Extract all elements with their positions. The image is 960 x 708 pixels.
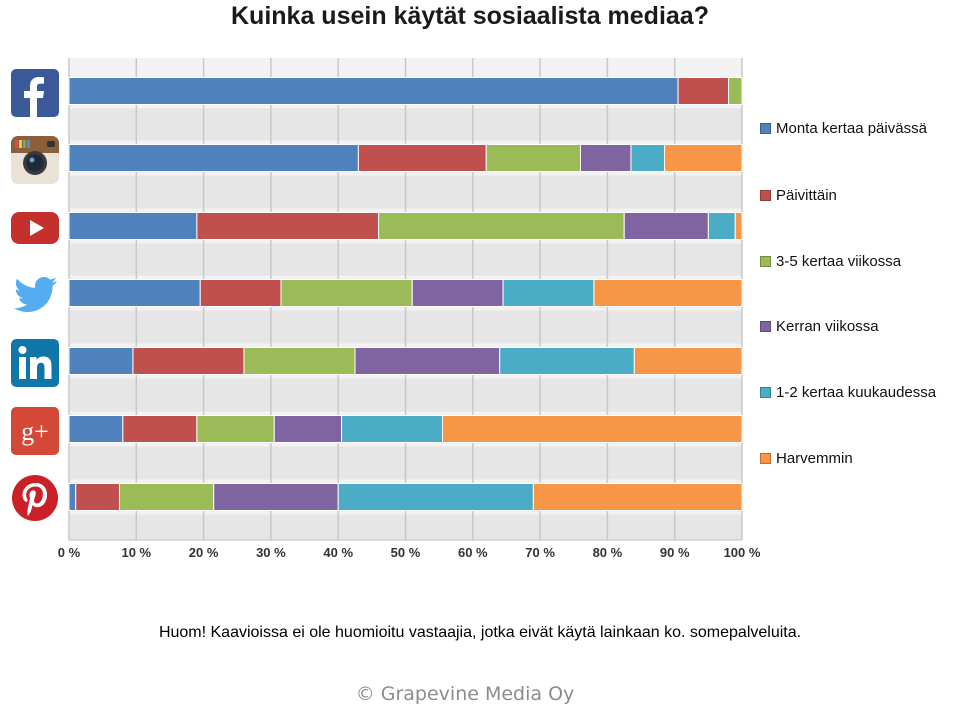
bar-segment [75, 483, 120, 511]
bars [68, 77, 743, 511]
bar-segment [354, 347, 501, 375]
legend-swatch [760, 122, 771, 134]
legend-label: Monta kertaa päivässä [776, 119, 927, 137]
facebook-icon [11, 69, 59, 117]
x-tick-label: 50 % [391, 545, 421, 560]
x-tick-label: 90 % [660, 545, 690, 560]
bar-segment [707, 212, 736, 240]
legend-swatch [760, 320, 771, 332]
x-tick-label: 20 % [189, 545, 219, 560]
bar-segment [199, 279, 282, 307]
bar-segment [280, 279, 413, 307]
bar-segment [499, 347, 635, 375]
bar-segment [593, 279, 743, 307]
bar-segment [633, 347, 743, 375]
twitter-icon [11, 270, 59, 318]
bar-segment [502, 279, 595, 307]
bar-segment [122, 415, 198, 443]
legend-item: 1-2 kertaa kuukaudessa [760, 382, 960, 402]
bar-segment [630, 144, 666, 172]
bar-segment [68, 77, 679, 105]
legend-swatch [760, 255, 771, 267]
x-tick-label: 60 % [458, 545, 488, 560]
youtube-icon [11, 204, 59, 252]
bar-segment [68, 347, 134, 375]
bar-segment [68, 144, 359, 172]
bar-segment [357, 144, 487, 172]
x-tick-label: 0 % [58, 545, 81, 560]
x-tick-label: 80 % [593, 545, 623, 560]
legend-swatch [760, 189, 771, 201]
bar-segment [485, 144, 581, 172]
bar-segment [532, 483, 743, 511]
bar-segment [273, 415, 343, 443]
bar-segment [196, 415, 275, 443]
bar-segment [623, 212, 709, 240]
legend-item: Harvemmin [760, 448, 960, 468]
bar-segment [196, 212, 380, 240]
bar-segment [68, 212, 198, 240]
x-axis-ticks: 0 % 10 % 20 % 30 % 40 % 50 % 60 % 70 % 80 % 90 % 1… [58, 545, 761, 560]
pinterest-icon [11, 474, 59, 522]
legend-label: 1-2 kertaa kuukaudessa [776, 383, 937, 401]
legend-label: Kerran viikossa [776, 317, 879, 335]
bar-segment [734, 212, 743, 240]
bar-segment [132, 347, 245, 375]
bar-segment [378, 212, 625, 240]
svg-text:g+: g+ [21, 417, 49, 446]
bar-segment [442, 415, 743, 443]
footnote: Huom! Kaavioissa ei ole huomioitu vastaa… [158, 624, 802, 641]
legend-label: Harvemmin [776, 449, 853, 467]
bar-segment [579, 144, 632, 172]
x-tick-label: 70 % [525, 545, 555, 560]
bar-segment [411, 279, 504, 307]
legend-item: 3-5 kertaa viikossa [760, 251, 960, 271]
bar-segment [68, 279, 201, 307]
bar-segment [337, 483, 534, 511]
chart-title: Kuinka usein käytät sosiaalista mediaa? [231, 2, 709, 30]
x-tick-label: 30 % [256, 545, 286, 560]
stacked-bar-chart: 0 % 10 % 20 % 30 % 40 % 50 % 60 % 70 % 80 % 90 % 1… [58, 58, 761, 560]
bar-segment [68, 415, 124, 443]
bar-segment [243, 347, 356, 375]
google-plus-icon: g+ [11, 407, 59, 455]
legend-swatch [760, 386, 771, 398]
legend-swatch [760, 452, 771, 464]
legend-label: Päivittäin [776, 186, 837, 204]
bar-segment [341, 415, 444, 443]
bar-segment [213, 483, 339, 511]
legend-item: Kerran viikossa [760, 316, 960, 336]
bar-segment [664, 144, 743, 172]
linkedin-icon [11, 339, 59, 387]
instagram-icon [11, 136, 59, 184]
legend-label: 3-5 kertaa viikossa [776, 252, 902, 270]
x-tick-label: 10 % [121, 545, 151, 560]
bar-segment [118, 483, 215, 511]
copyright-footer: © Grapevine Media Oy [355, 683, 575, 705]
legend-item: Monta kertaa päivässä [760, 118, 960, 138]
legend-item: Päivittäin [760, 185, 960, 205]
bar-segment [68, 483, 77, 511]
bar-segment [677, 77, 730, 105]
x-tick-label: 40 % [323, 545, 353, 560]
bar-segment [728, 77, 743, 105]
x-tick-label: 100 % [724, 545, 761, 560]
